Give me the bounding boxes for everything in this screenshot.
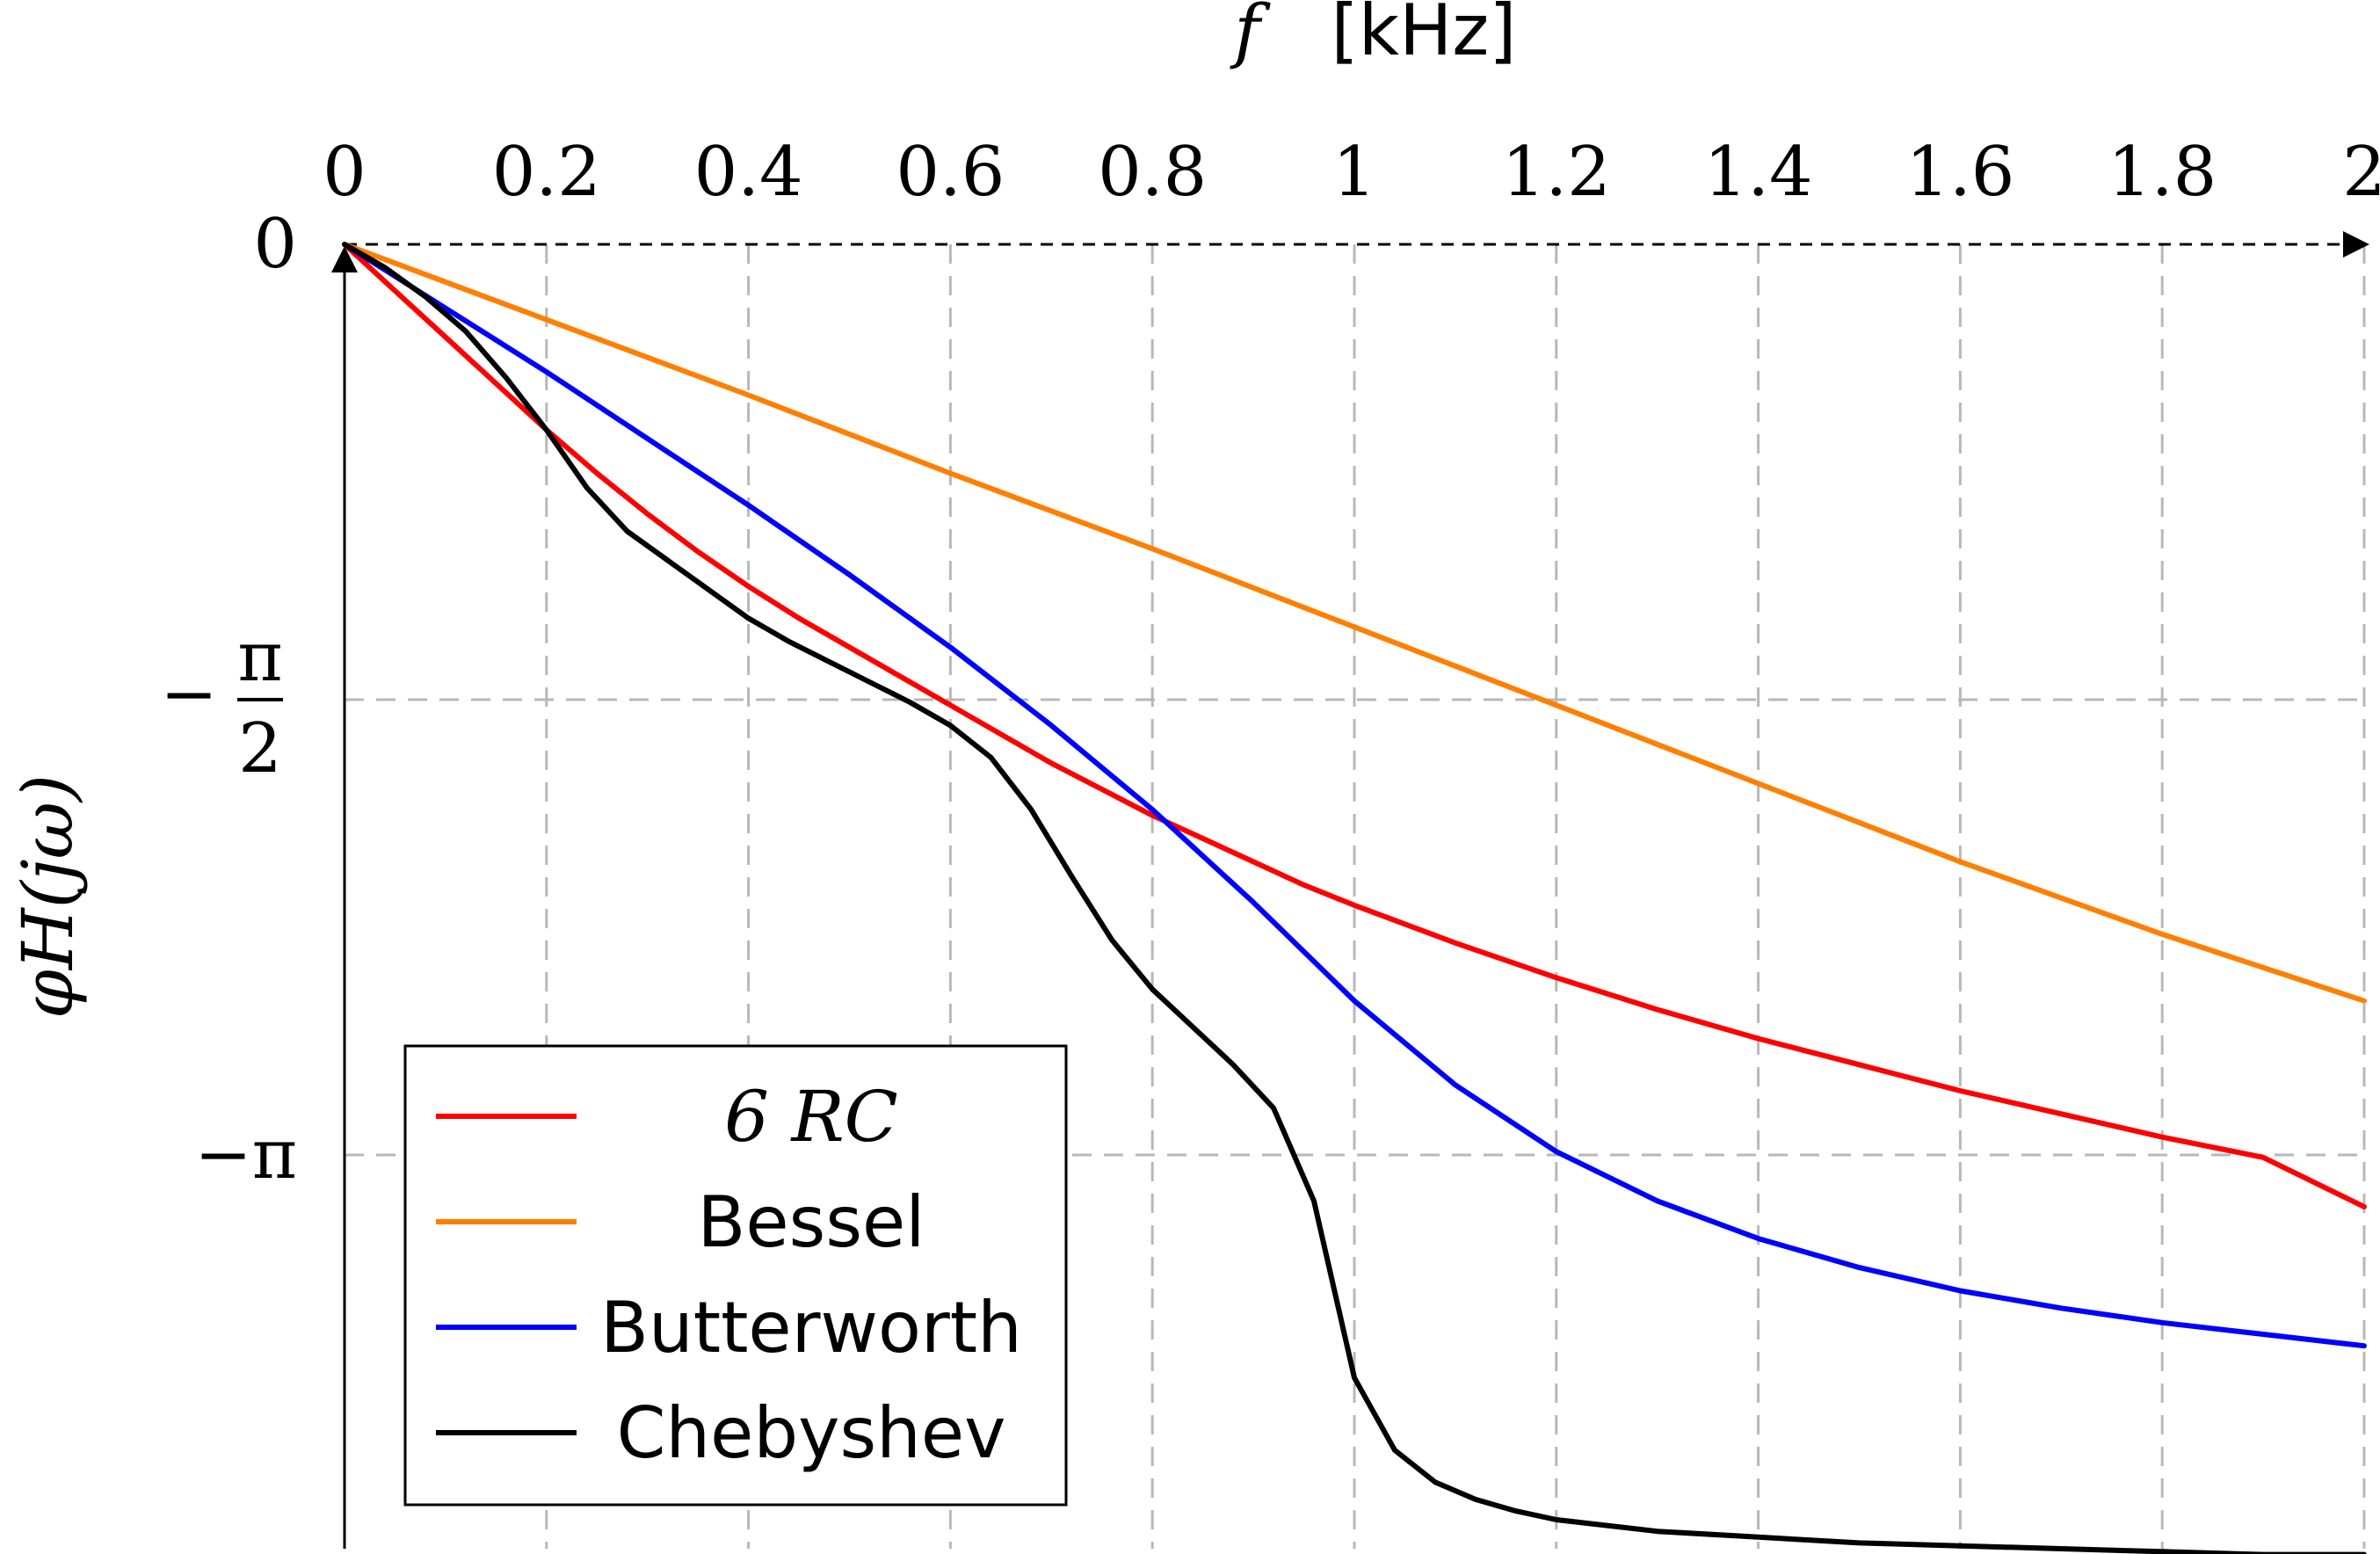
legend: 6 RC Bessel Butterworth Chebyshev bbox=[403, 1044, 1068, 1507]
legend-label: Chebyshev bbox=[617, 1392, 1006, 1474]
x-axis-symbol: f bbox=[1230, 0, 1271, 71]
legend-label: Bessel bbox=[698, 1181, 925, 1263]
y-tick-numerator: π bbox=[237, 618, 282, 697]
series-line-bessel bbox=[342, 242, 2367, 1004]
x-tick-labels: 0 0.2 0.4 0.6 0.8 1 1.2 1.4 1.6 1.8 2 bbox=[323, 133, 2380, 212]
x-tick-label: 1.8 bbox=[2108, 133, 2217, 212]
legend-box bbox=[403, 1044, 1068, 1507]
y-tick-labels: 0− π2−π bbox=[160, 205, 297, 1195]
x-tick-label: 0.8 bbox=[1098, 133, 1207, 212]
y-tick-sign: − bbox=[160, 655, 217, 734]
x-tick-label: 0.4 bbox=[694, 133, 803, 212]
legend-label: Butterworth bbox=[600, 1287, 1022, 1369]
x-tick-label: 1 bbox=[1332, 133, 1376, 212]
x-tick-label: 1.6 bbox=[1905, 133, 2014, 212]
x-tick-label: 1.4 bbox=[1704, 133, 1813, 212]
y-tick-label: − π 2 bbox=[160, 618, 283, 788]
x-axis-unit: [kHz] bbox=[1331, 0, 1517, 71]
y-axis-title: φH(jω) bbox=[7, 774, 89, 1019]
series-line-butterworth bbox=[342, 242, 2367, 1349]
series-lines bbox=[342, 242, 2367, 1554]
x-tick-label: 0 bbox=[323, 133, 366, 212]
x-tick-label: 0.2 bbox=[492, 133, 601, 212]
x-tick-label: 0.6 bbox=[896, 133, 1005, 212]
y-tick-denominator: 2 bbox=[238, 709, 282, 788]
y-tick-label: −π bbox=[194, 1115, 297, 1195]
x-tick-label: 1.2 bbox=[1502, 133, 1611, 212]
legend-label: 6 RC bbox=[724, 1076, 898, 1158]
series-line-chebyshev bbox=[342, 242, 2367, 1554]
series-line-6-rc bbox=[342, 242, 2367, 1209]
x-axis-title: f [kHz] bbox=[1230, 0, 1516, 71]
x-tick-label: 2 bbox=[2342, 133, 2380, 212]
y-tick-label: 0 bbox=[253, 205, 297, 284]
